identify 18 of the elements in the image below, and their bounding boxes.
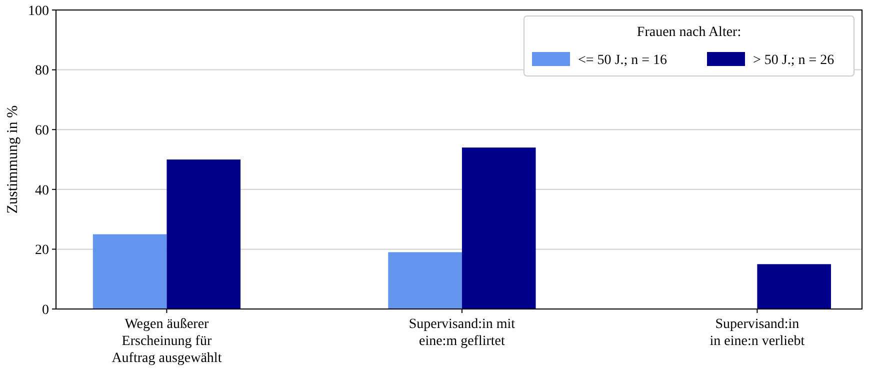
bar	[388, 252, 462, 309]
bar	[92, 234, 167, 309]
y-tick-label: 60	[35, 124, 49, 138]
bar	[757, 264, 831, 309]
y-axis-title: Zustimmung in %	[5, 105, 21, 214]
x-tick-label: Supervisand:in in eine:n verliebt	[710, 317, 805, 349]
legend-label: <= 50 J.; n = 16	[578, 53, 668, 68]
y-tick-label: 20	[35, 243, 49, 258]
bar	[166, 160, 241, 309]
y-tick-label: 80	[35, 64, 49, 79]
legend-label: > 50 J.; n = 26	[753, 53, 834, 68]
x-tick-label: Wegen äußerer Erscheinung für Auftrag ausgewählt	[112, 317, 222, 366]
legend-title: Frauen nach Alter:	[636, 25, 742, 40]
bar	[462, 148, 536, 309]
y-tick-label: 40	[35, 183, 49, 198]
y-tick-label: 100	[28, 4, 49, 19]
x-tick-label: Supervisand:in mit eine:m geflirtet	[408, 317, 516, 349]
y-tick-label: 0	[42, 302, 49, 318]
